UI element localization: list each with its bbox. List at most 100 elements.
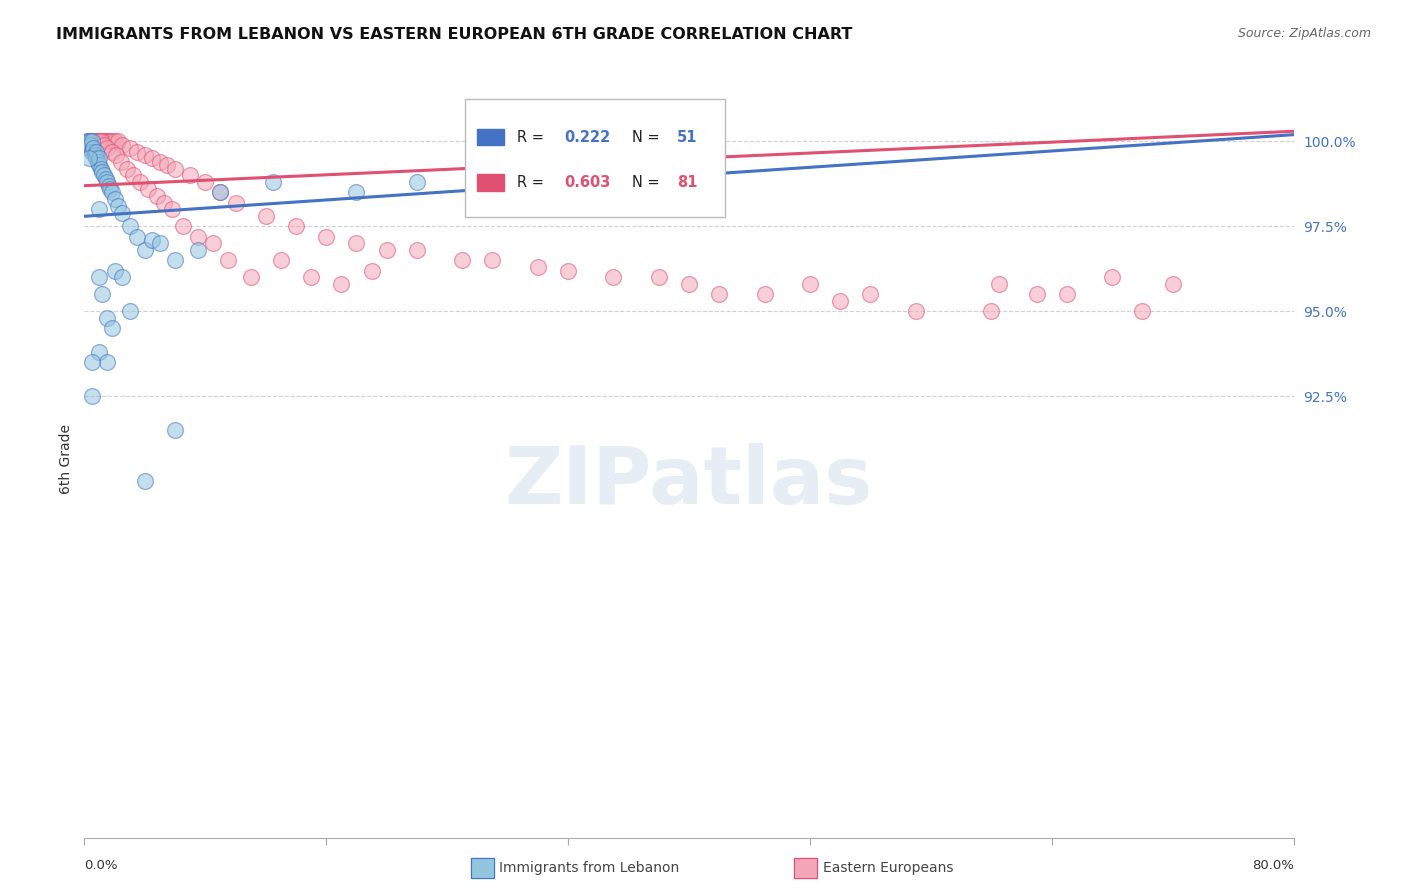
- Point: [89, 152, 111, 166]
- Point: [179, 169, 201, 183]
- Point: [980, 304, 1002, 318]
- Point: [172, 219, 194, 234]
- Point: [82, 135, 104, 149]
- Point: [360, 263, 382, 277]
- Point: [91, 165, 114, 179]
- Point: [96, 311, 118, 326]
- Point: [100, 145, 122, 159]
- Point: [80, 145, 103, 159]
- Point: [87, 135, 110, 149]
- Point: [648, 270, 671, 285]
- Point: [209, 186, 232, 200]
- Point: [754, 287, 776, 301]
- Point: [1056, 287, 1078, 301]
- Point: [110, 154, 132, 169]
- Text: ZIPatlas: ZIPatlas: [505, 443, 873, 521]
- Point: [82, 141, 104, 155]
- Point: [98, 182, 121, 196]
- Point: [165, 253, 187, 268]
- Point: [165, 424, 187, 438]
- Point: [111, 270, 134, 285]
- Point: [709, 287, 731, 301]
- Point: [105, 148, 128, 162]
- Point: [285, 219, 308, 234]
- Point: [84, 148, 107, 162]
- Point: [346, 236, 368, 251]
- Point: [89, 158, 111, 172]
- Point: [1132, 304, 1154, 318]
- Point: [146, 189, 169, 203]
- Bar: [478, 174, 503, 191]
- Point: [89, 345, 111, 359]
- Point: [96, 355, 118, 369]
- Point: [201, 236, 224, 251]
- Point: [209, 186, 232, 200]
- Point: [239, 270, 262, 285]
- Point: [141, 233, 163, 247]
- Point: [217, 253, 239, 268]
- Point: [100, 186, 122, 200]
- Point: [91, 135, 114, 149]
- Bar: [478, 128, 503, 145]
- Point: [80, 135, 103, 149]
- Point: [346, 186, 368, 200]
- Point: [87, 135, 110, 149]
- Point: [100, 135, 122, 149]
- Text: R =: R =: [517, 129, 548, 145]
- Point: [187, 229, 209, 244]
- Point: [93, 169, 115, 183]
- Point: [451, 253, 474, 268]
- Point: [153, 195, 176, 210]
- Point: [104, 135, 127, 149]
- Point: [859, 287, 882, 301]
- Text: 0.222: 0.222: [564, 129, 610, 145]
- Point: [136, 182, 159, 196]
- Point: [91, 287, 114, 301]
- Point: [90, 161, 112, 176]
- Point: [165, 161, 187, 176]
- Point: [527, 260, 550, 275]
- Point: [77, 135, 100, 149]
- Point: [1161, 277, 1184, 292]
- Point: [1025, 287, 1047, 301]
- Point: [115, 161, 138, 176]
- Point: [149, 236, 172, 251]
- Point: [134, 244, 156, 258]
- Point: [129, 175, 152, 189]
- Point: [87, 154, 110, 169]
- Point: [76, 135, 98, 149]
- Point: [799, 277, 821, 292]
- Point: [270, 253, 292, 268]
- Point: [84, 135, 107, 149]
- Point: [86, 152, 108, 166]
- Text: Eastern Europeans: Eastern Europeans: [823, 861, 953, 875]
- Text: IMMIGRANTS FROM LEBANON VS EASTERN EUROPEAN 6TH GRADE CORRELATION CHART: IMMIGRANTS FROM LEBANON VS EASTERN EUROP…: [56, 27, 852, 42]
- Point: [98, 135, 121, 149]
- Point: [86, 135, 108, 149]
- Point: [77, 141, 100, 155]
- Point: [79, 135, 101, 149]
- Point: [84, 135, 107, 149]
- Point: [194, 175, 217, 189]
- Point: [315, 229, 337, 244]
- Point: [121, 169, 143, 183]
- Point: [127, 145, 149, 159]
- Point: [97, 135, 120, 149]
- Point: [481, 253, 503, 268]
- Point: [225, 195, 247, 210]
- Text: 80.0%: 80.0%: [1251, 859, 1294, 871]
- Point: [93, 137, 115, 152]
- Point: [602, 270, 624, 285]
- Point: [80, 355, 103, 369]
- Point: [96, 175, 118, 189]
- Point: [134, 475, 156, 489]
- Point: [104, 263, 127, 277]
- Point: [118, 219, 141, 234]
- Point: [90, 135, 112, 149]
- Point: [262, 175, 284, 189]
- Point: [149, 154, 172, 169]
- Point: [127, 229, 149, 244]
- Point: [299, 270, 322, 285]
- Point: [107, 199, 129, 213]
- Point: [375, 244, 398, 258]
